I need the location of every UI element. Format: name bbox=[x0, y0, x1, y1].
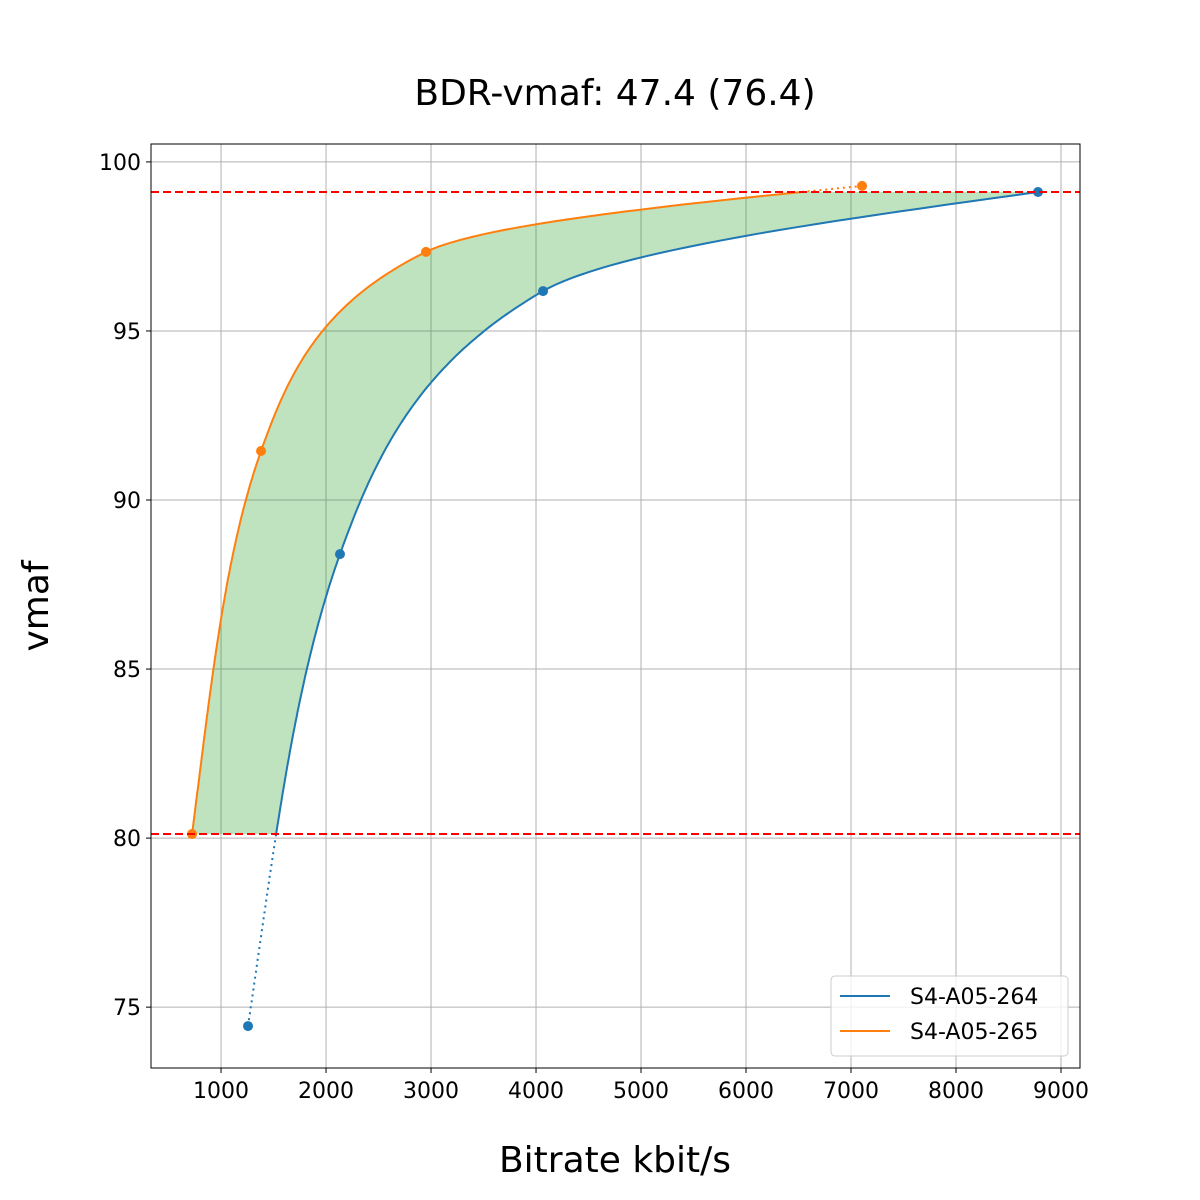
data-point-S4-A05-264 bbox=[334, 549, 345, 560]
series-line-S4-A05-264 bbox=[275, 191, 1039, 835]
x-tick-label: 1000 bbox=[193, 1079, 249, 1104]
series-line-S4-A05-265 bbox=[191, 191, 802, 835]
y-tick-label: 85 bbox=[113, 658, 141, 683]
x-axis-label: Bitrate kbit/s bbox=[499, 1140, 731, 1181]
y-tick-label: 100 bbox=[99, 151, 141, 176]
data-point-S4-A05-264 bbox=[1033, 187, 1044, 198]
y-axis-label: vmaf bbox=[16, 559, 57, 651]
y-tick-label: 75 bbox=[113, 996, 141, 1021]
legend-label-264: S4-A05-264 bbox=[910, 985, 1038, 1010]
data-point-S4-A05-265 bbox=[420, 246, 431, 257]
grid bbox=[151, 144, 1080, 1068]
plot-frame bbox=[150, 143, 1081, 1069]
x-tick-label: 8000 bbox=[928, 1079, 984, 1104]
bd-area bbox=[192, 192, 1039, 834]
chart-title: BDR-vmaf: 47.4 (76.4) bbox=[414, 73, 815, 114]
series-markers bbox=[151, 180, 1080, 1032]
data-point-S4-A05-265 bbox=[857, 180, 868, 191]
y-tick-label: 95 bbox=[113, 320, 141, 345]
x-tick-label: 9000 bbox=[1033, 1079, 1089, 1104]
x-tick-label: 5000 bbox=[613, 1079, 669, 1104]
bd-area-fill bbox=[192, 192, 1039, 834]
legend: S4-A05-264 S4-A05-265 bbox=[830, 975, 1069, 1057]
x-tick-label: 7000 bbox=[823, 1079, 879, 1104]
data-point-S4-A05-264 bbox=[538, 286, 549, 297]
y-tick-label: 90 bbox=[113, 489, 141, 514]
x-tick-label: 6000 bbox=[718, 1079, 774, 1104]
data-point-S4-A05-264 bbox=[243, 1021, 254, 1032]
legend-label-265: S4-A05-265 bbox=[910, 1020, 1038, 1045]
x-tick-label: 2000 bbox=[298, 1079, 354, 1104]
series-extrapolated-S4-A05-265 bbox=[801, 184, 863, 193]
series-lines bbox=[191, 184, 1039, 1027]
legend-box bbox=[830, 975, 1069, 1057]
x-tick-label: 3000 bbox=[403, 1079, 459, 1104]
y-ticks: 75 80 85 90 95 100 bbox=[99, 151, 151, 1021]
series-extrapolated-S4-A05-264 bbox=[247, 833, 278, 1027]
x-ticks: 1000 2000 3000 4000 5000 6000 7000 8000 9000 bbox=[193, 1068, 1089, 1104]
data-point-S4-A05-265 bbox=[256, 445, 267, 456]
y-tick-label: 80 bbox=[113, 827, 141, 852]
x-tick-label: 4000 bbox=[508, 1079, 564, 1104]
